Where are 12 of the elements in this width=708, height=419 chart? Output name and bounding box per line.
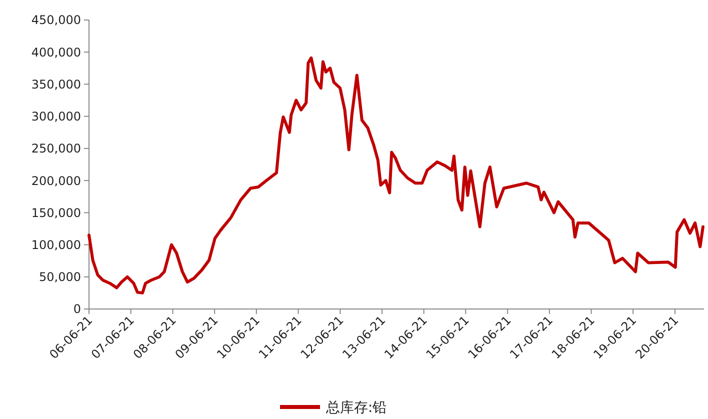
line-series	[88, 56, 704, 294]
y-tick-label: 50,000	[39, 270, 81, 284]
y-tick-label: 150,000	[31, 206, 81, 220]
y-tick-label: 0	[73, 302, 81, 316]
y-tick-label: 450,000	[31, 13, 81, 28]
y-tick-label: 250,000	[31, 142, 81, 156]
y-tick-label: 300,000	[31, 110, 81, 124]
legend-label: 总库存:铅	[325, 400, 387, 416]
y-tick-label: 350,000	[31, 77, 81, 92]
y-tick-label: 400,000	[31, 45, 81, 60]
y-tick-label: 100,000	[31, 238, 81, 252]
y-tick-label: 200,000	[31, 174, 81, 188]
